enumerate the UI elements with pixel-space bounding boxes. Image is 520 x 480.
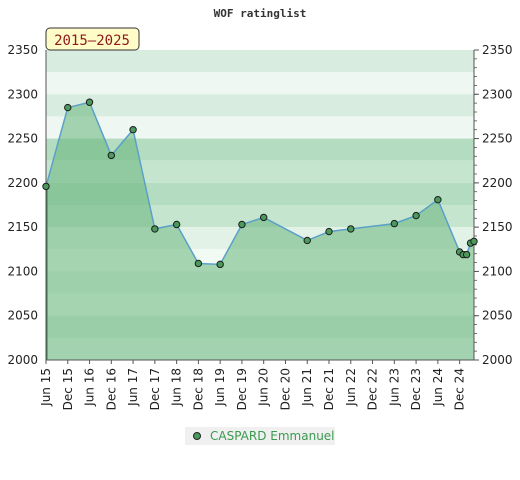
band-2300-2325 [46, 72, 474, 95]
x-tick-label: Jun 22 [344, 368, 358, 407]
y-tick-label-left-2050: 2050 [7, 309, 38, 323]
x-tick-label: Dec 19 [235, 368, 249, 410]
x-tick-label: Dec 24 [453, 368, 467, 410]
band-2250-2275 [46, 116, 474, 139]
data-point-14[interactable] [390, 219, 399, 228]
axes: 2000 2000 2050 2050 2100 2100 2150 2150 2200 2200… [7, 43, 512, 410]
band-2325-2350 [46, 50, 474, 73]
y-tick-label-right-2350: 2350 [482, 43, 513, 57]
y-tick-label-left-2150: 2150 [7, 220, 38, 234]
x-tick-label: Jun 20 [257, 368, 271, 407]
y-tick-label-left-2250: 2250 [7, 132, 38, 146]
data-point-12[interactable] [325, 227, 333, 236]
data-point-8[interactable] [216, 260, 224, 269]
data-point-4[interactable] [129, 126, 137, 134]
data-point-15[interactable] [412, 211, 420, 220]
y-tick-label-right-2300: 2300 [482, 87, 513, 101]
legend-label-caspard: CASPARD Emmanuel [210, 429, 335, 443]
y-tick-label-left-2200: 2200 [7, 176, 38, 190]
range-badge: 2015–2025 [45, 27, 140, 51]
data-point-3[interactable] [107, 151, 116, 160]
band-2225-2250 [46, 138, 474, 161]
data-point-21[interactable] [470, 237, 478, 246]
legend[interactable]: CASPARD Emmanuel [185, 427, 335, 445]
data-point-16[interactable] [434, 195, 442, 204]
x-tick-label: Jun 23 [387, 368, 401, 407]
x-tick-label: Dec 18 [191, 368, 205, 410]
data-point-13[interactable] [347, 225, 355, 233]
y-tick-label-right-2100: 2100 [482, 264, 513, 278]
data-point-5[interactable] [151, 225, 159, 233]
data-point-10[interactable] [260, 213, 268, 222]
band-2275-2300 [46, 94, 474, 117]
x-tick-label: Jun 15 [39, 368, 53, 407]
y-tick-label-right-2200: 2200 [482, 176, 513, 190]
band-2200-2225 [46, 160, 474, 183]
legend-marker [193, 432, 201, 440]
rating-area-fill [46, 102, 474, 360]
x-tick-label: Dec 23 [409, 368, 423, 410]
y-tick-label-left-2300: 2300 [7, 87, 38, 101]
y-tick-label-left-2350: 2350 [7, 43, 38, 57]
x-tick-label: Jun 24 [431, 368, 445, 407]
data-point-7[interactable] [194, 259, 203, 268]
data-point-6[interactable] [172, 220, 181, 229]
y-tick-label-left-2000: 2000 [7, 353, 38, 367]
x-tick-label: Jun 16 [83, 368, 97, 407]
x-tick-label: Jun 17 [126, 368, 140, 407]
y-tick-label-left-2100: 2100 [7, 264, 38, 278]
x-tick-label: Jun 19 [213, 368, 227, 407]
x-tick-label: Dec 22 [366, 368, 380, 410]
chart-title: WOF ratinglist [214, 7, 307, 20]
x-tick-label: Jun 21 [300, 368, 314, 407]
range-badge-label: 2015–2025 [54, 33, 130, 49]
data-point-2[interactable] [85, 98, 94, 106]
data-point-0[interactable] [42, 182, 50, 191]
x-tick-label: Dec 20 [278, 368, 292, 410]
x-tick-label: Jun 18 [170, 368, 184, 407]
x-tick-label: Dec 21 [322, 368, 336, 410]
y-tick-label-right-2150: 2150 [482, 220, 513, 234]
x-tick-label: Dec 15 [61, 368, 75, 410]
data-point-1[interactable] [64, 103, 72, 112]
y-tick-label-right-2250: 2250 [482, 132, 513, 146]
data-points [42, 98, 478, 269]
data-point-19[interactable] [462, 250, 471, 259]
x-tick-label: Dec 16 [104, 368, 118, 410]
data-point-11[interactable] [303, 236, 311, 245]
y-tick-label-right-2000: 2000 [482, 353, 513, 367]
x-tick-label: Dec 17 [148, 368, 162, 410]
data-point-9[interactable] [238, 220, 246, 229]
band-2175-2200 [46, 182, 474, 205]
y-tick-label-right-2050: 2050 [482, 309, 513, 323]
